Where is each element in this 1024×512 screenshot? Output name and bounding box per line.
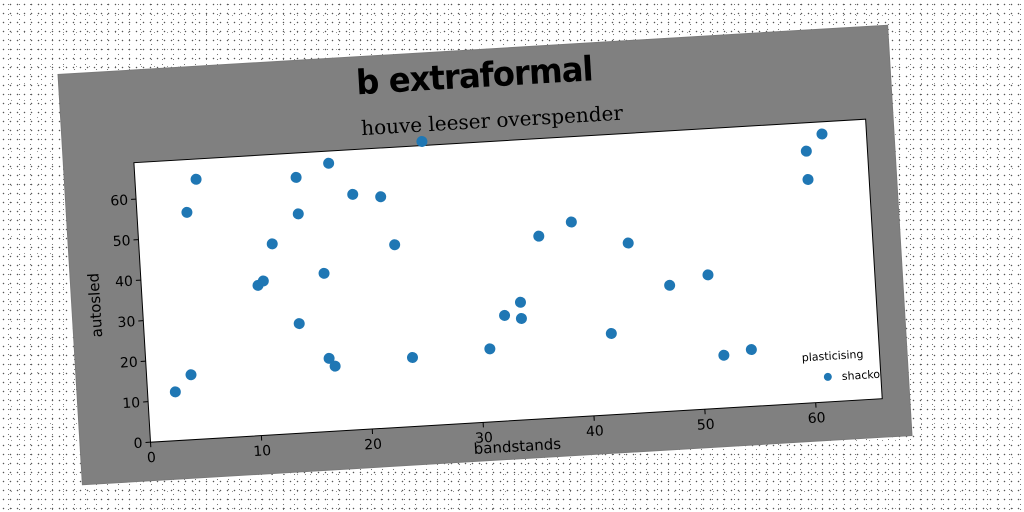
scatter-point [605, 327, 617, 339]
scatter-point [622, 237, 634, 249]
scatter-point [718, 349, 730, 361]
legend-marker [823, 372, 832, 381]
legend: plasticising shacko [801, 348, 880, 383]
x-tick-label: 60 [807, 410, 826, 427]
x-tick-label: 10 [253, 443, 272, 460]
scatter-point [406, 351, 418, 363]
scatter-point [533, 230, 545, 242]
scatter-point [329, 360, 341, 372]
scatter-point [514, 296, 526, 308]
y-tick-label: 10 [122, 395, 141, 412]
scatter-point [499, 309, 511, 321]
chart-title: houve leeser overspender [360, 101, 624, 141]
x-axis-label: bandstands [473, 435, 562, 458]
scatter-point [181, 206, 193, 218]
x-tick-label: 20 [364, 436, 383, 453]
scatter-point [800, 145, 812, 157]
scatter-point [484, 343, 496, 355]
scatter-point [323, 157, 335, 169]
scatter-point [565, 216, 577, 228]
scatter-point [347, 188, 359, 200]
scatter-point [375, 191, 387, 203]
scatter-point [266, 238, 278, 250]
scatter-point [257, 275, 269, 287]
scatter-point [416, 135, 428, 147]
y-tick-label: 30 [117, 314, 136, 331]
chart-figure: b extraformal houve leeser overspender 0… [58, 25, 912, 485]
y-tick-label: 60 [110, 193, 129, 210]
scatter-point [190, 173, 202, 185]
axis-ticks: 0 10 20 30 40 50 60 0 10 20 30 40 50 60 [110, 193, 826, 467]
scatter-point [816, 128, 828, 140]
x-tick-label: 50 [696, 417, 715, 434]
data-points [169, 128, 828, 398]
scatter-point [802, 174, 814, 186]
y-tick-label: 20 [120, 355, 139, 372]
scatter-point [169, 386, 181, 398]
scatter-point [664, 279, 676, 291]
scatter-point [290, 171, 302, 183]
scatter-point [323, 352, 335, 364]
scatter-point [389, 239, 401, 251]
y-tick-label: 40 [115, 274, 134, 291]
scatter-point [515, 313, 527, 325]
scatter-point [293, 318, 305, 330]
plot-area [133, 118, 883, 443]
x-tick-label: 0 [147, 450, 157, 467]
scatter-point [745, 344, 757, 356]
scatter-chart: houve leeser overspender 0 10 20 30 40 50 60 0 1… [84, 101, 883, 467]
scatter-point [702, 269, 714, 281]
y-axis-label: autosled [84, 272, 106, 337]
scatter-point [318, 267, 330, 279]
x-tick-label: 40 [586, 423, 605, 440]
scatter-point [292, 208, 304, 220]
y-tick-label: 50 [112, 233, 131, 250]
legend-title: plasticising [801, 348, 863, 365]
scatter-point [185, 369, 197, 381]
y-tick-label: 0 [133, 436, 143, 453]
x-tick-label: 30 [475, 430, 494, 447]
legend-label: shacko [841, 368, 880, 383]
